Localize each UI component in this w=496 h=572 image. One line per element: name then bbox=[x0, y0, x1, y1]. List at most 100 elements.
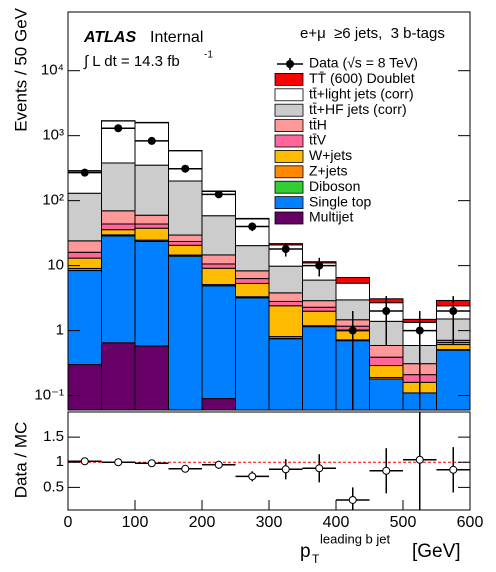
y-tick-label: 10⁻¹ bbox=[34, 387, 64, 404]
stack-segment bbox=[302, 326, 337, 411]
stack-segment bbox=[134, 164, 169, 216]
stack-segment bbox=[134, 240, 169, 347]
stack-segment bbox=[335, 282, 370, 301]
legend-label: tt̄+light jets (corr) bbox=[309, 86, 414, 102]
data-point bbox=[281, 245, 290, 254]
ratio-point bbox=[415, 455, 424, 464]
stack-segment bbox=[134, 227, 169, 241]
stack-segment bbox=[235, 217, 270, 220]
legend-swatch bbox=[274, 180, 304, 194]
ratio-point bbox=[248, 472, 257, 481]
y-tick-label: 10 bbox=[47, 257, 64, 274]
stack-segment bbox=[369, 356, 404, 367]
legend-label: W+jets bbox=[309, 147, 352, 163]
stack-segment bbox=[235, 270, 270, 280]
legend-swatch bbox=[274, 149, 304, 163]
legend-label: Single top bbox=[309, 193, 371, 209]
data-point bbox=[449, 307, 458, 316]
ratio-point bbox=[214, 460, 223, 469]
stack-segment bbox=[201, 285, 236, 400]
stack-segment bbox=[101, 223, 136, 231]
stack-segment bbox=[201, 263, 236, 269]
stack-segment bbox=[201, 215, 236, 256]
ratio-point bbox=[114, 458, 123, 467]
y-tick-label: 10³ bbox=[42, 127, 64, 144]
ratio-point bbox=[315, 464, 324, 473]
stack-segment bbox=[67, 270, 102, 366]
ratio-point bbox=[147, 459, 156, 468]
x-tick-label: 600 bbox=[457, 514, 484, 531]
y-tick-label: 10² bbox=[42, 192, 64, 209]
y-tick-label: 10⁴ bbox=[41, 62, 64, 79]
x-axis-unit: [GeV] bbox=[412, 541, 461, 562]
legend-swatch bbox=[274, 119, 304, 132]
stack-segment bbox=[302, 310, 337, 327]
ratio-point bbox=[181, 464, 190, 473]
luminosity: ∫ L dt = 14.3 fb bbox=[83, 53, 180, 70]
legend-swatch bbox=[274, 88, 304, 102]
x-axis-label-sub: T bbox=[312, 552, 320, 566]
stack-segment bbox=[134, 214, 169, 225]
stack-segment bbox=[101, 342, 136, 411]
stack-segment bbox=[67, 257, 102, 269]
stack-segment bbox=[235, 278, 270, 284]
x-tick-label: 0 bbox=[64, 514, 73, 531]
stack-segment bbox=[369, 365, 404, 378]
stack-segment bbox=[302, 300, 337, 308]
stack-segment bbox=[168, 244, 203, 256]
stack-segment bbox=[101, 210, 136, 225]
stack-segment bbox=[67, 364, 102, 411]
stack-segment bbox=[335, 276, 370, 284]
stack-segment bbox=[436, 344, 471, 351]
x-tick-label: 200 bbox=[189, 514, 216, 531]
stack-segment bbox=[101, 235, 136, 344]
ratio-point bbox=[281, 465, 290, 474]
data-point bbox=[315, 261, 324, 270]
legend-data-marker bbox=[286, 60, 294, 68]
stack-segment bbox=[101, 229, 136, 236]
legend-swatch bbox=[274, 165, 304, 179]
ratio-point bbox=[449, 465, 458, 474]
legend-swatch bbox=[274, 103, 304, 117]
stack-segment bbox=[168, 180, 203, 236]
y-axis-label: Events / 50 GeV bbox=[11, 7, 30, 131]
stack-segment bbox=[101, 162, 136, 212]
x-tick-label: 300 bbox=[256, 514, 283, 531]
data-point bbox=[348, 326, 357, 335]
stack-segment bbox=[201, 254, 236, 265]
stack-segment bbox=[168, 234, 203, 242]
y-tick-label: 1 bbox=[56, 322, 64, 339]
stack-segment bbox=[67, 240, 102, 253]
legend-label: TT̄ (600) Doublet bbox=[309, 70, 415, 86]
ratio-y-tick-label: 1.5 bbox=[43, 428, 64, 445]
x-tick-label: 100 bbox=[122, 514, 149, 531]
x-tick-label: 400 bbox=[323, 514, 350, 531]
legend-label: tt̄H bbox=[309, 116, 327, 132]
stack-segment bbox=[134, 345, 169, 411]
stack-segment bbox=[134, 223, 169, 229]
data-point bbox=[248, 222, 257, 231]
stack-segment bbox=[67, 251, 102, 259]
legend-label: tt̄+HF jets (corr) bbox=[309, 101, 407, 117]
stack-segment bbox=[235, 245, 270, 272]
stack-segment bbox=[302, 279, 337, 302]
legend-swatch bbox=[274, 196, 304, 210]
legend-label: Z+jets bbox=[309, 163, 348, 179]
luminosity-exponent: -1 bbox=[204, 50, 213, 61]
data-point bbox=[415, 326, 424, 335]
data-point bbox=[147, 136, 156, 145]
ratio-y-tick-label: 1 bbox=[56, 453, 64, 470]
legend-swatch bbox=[274, 134, 304, 148]
legend-label: Multijet bbox=[309, 209, 353, 225]
x-tick-label: 500 bbox=[390, 514, 417, 531]
legend-swatch bbox=[274, 73, 304, 86]
data-point bbox=[80, 168, 89, 177]
ratio-point bbox=[80, 457, 89, 466]
channel-label: e+μ ≥6 jets, 3 b-tags bbox=[300, 25, 445, 42]
legend-label: tt̄V bbox=[309, 132, 327, 148]
data-point bbox=[382, 307, 391, 316]
stack-segment bbox=[168, 240, 203, 246]
stack-segment bbox=[235, 297, 270, 411]
stack-segment bbox=[268, 265, 303, 294]
stack-segment bbox=[168, 255, 203, 411]
